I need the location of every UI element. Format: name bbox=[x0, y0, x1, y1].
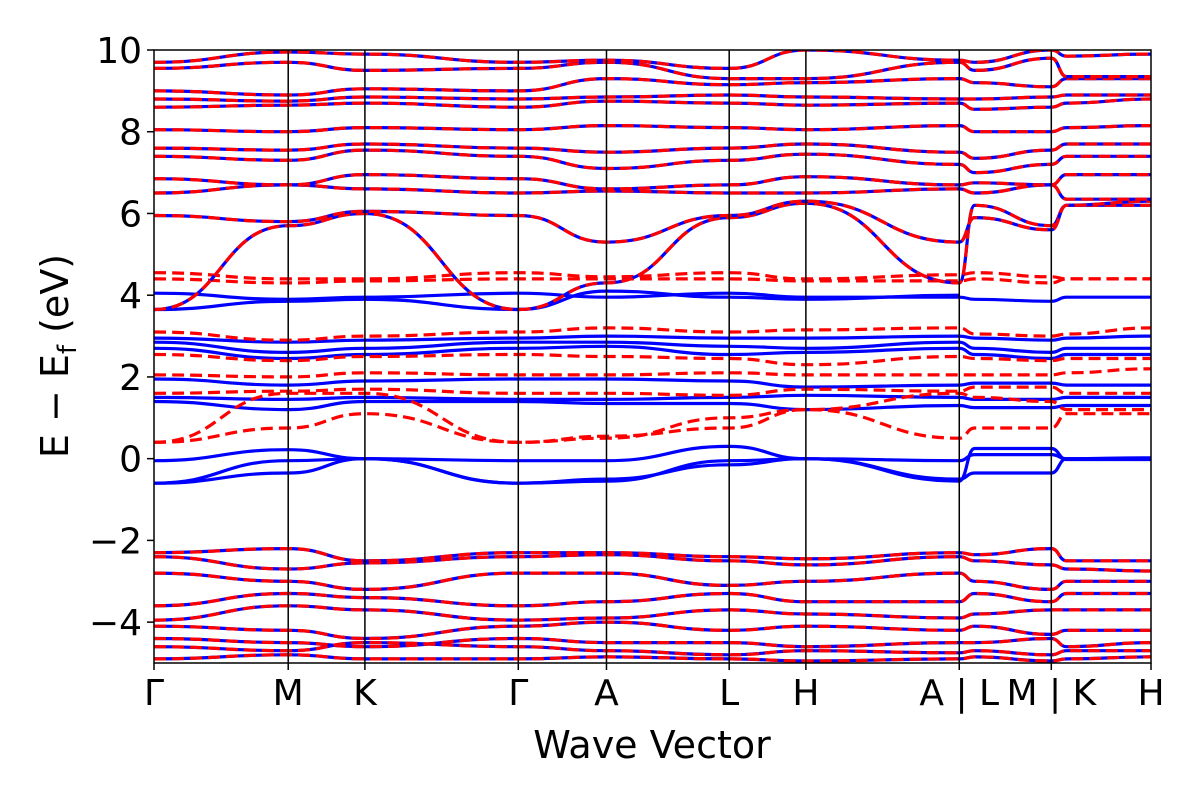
y-axis-title-subscript: f bbox=[53, 344, 83, 354]
band-line-dashed bbox=[154, 653, 1151, 663]
y-tick-label: 8 bbox=[119, 113, 142, 154]
y-tick-label: −4 bbox=[89, 603, 142, 644]
band-line-dashed bbox=[154, 148, 1151, 175]
band-line-dashed bbox=[154, 546, 1151, 563]
plot-frame bbox=[153, 49, 1152, 664]
y-tick-label: 6 bbox=[119, 194, 142, 235]
band-line-dashed bbox=[154, 199, 1151, 244]
x-tick-label: Γ bbox=[508, 673, 528, 714]
y-tick-label: −2 bbox=[89, 521, 142, 562]
y-tick-label: 10 bbox=[96, 31, 142, 72]
band-line-dashed bbox=[154, 93, 1151, 103]
y-tick-label: 0 bbox=[119, 440, 142, 481]
y-axis-title-main: E − E bbox=[33, 354, 77, 458]
x-tick-label: H bbox=[1137, 673, 1164, 714]
x-tick-label: M bbox=[273, 673, 304, 714]
k-point-separators bbox=[287, 50, 1053, 663]
y-axis-ticks: −4 −2 0 2 4 6 8 10 bbox=[89, 31, 154, 644]
x-tick-label: H bbox=[792, 673, 819, 714]
band-line-dashed bbox=[154, 123, 1151, 134]
band-line-dashed bbox=[154, 97, 1151, 111]
band-line-dashed bbox=[154, 367, 1151, 379]
x-tick-label: L bbox=[719, 673, 739, 714]
y-tick-label: 4 bbox=[119, 276, 142, 317]
band-line-dashed bbox=[154, 277, 1151, 285]
x-tick-label: K bbox=[353, 673, 378, 714]
band-line-dashed bbox=[154, 636, 1151, 649]
y-axis-title-unit: (eV) bbox=[33, 254, 77, 345]
x-axis-title: Wave Vector bbox=[533, 723, 771, 767]
x-tick-label: A | L bbox=[919, 673, 999, 714]
y-tick-label: 2 bbox=[119, 358, 142, 399]
x-tick-label: Γ bbox=[144, 673, 164, 714]
band-line-dashed bbox=[154, 271, 1151, 281]
y-axis-title: E − Ef (eV) bbox=[33, 254, 83, 458]
band-line-dashed bbox=[154, 326, 1151, 342]
band-line-dashed bbox=[154, 385, 1151, 397]
x-tick-label: M | K bbox=[1006, 673, 1097, 714]
x-tick-label: A bbox=[594, 673, 619, 714]
band-line-dashed bbox=[154, 183, 1151, 201]
band-line-dashed bbox=[154, 352, 1151, 367]
